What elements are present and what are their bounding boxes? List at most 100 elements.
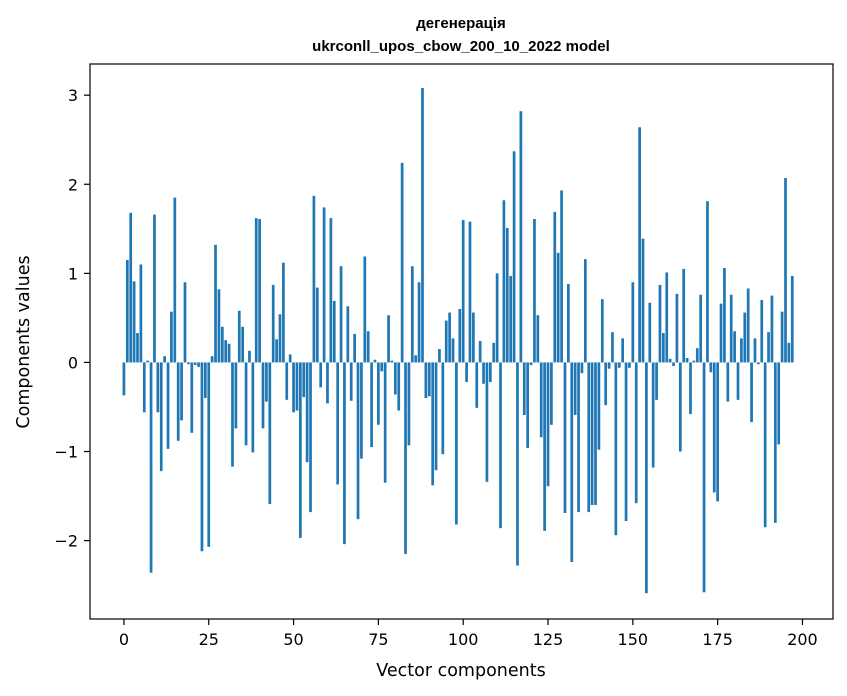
bar-29 — [220, 326, 224, 363]
bar-124 — [543, 362, 546, 531]
bar-85 — [410, 266, 414, 363]
bar-62 — [332, 300, 336, 363]
bar-1 — [125, 259, 129, 363]
bar-38 — [251, 362, 255, 453]
bar-94 — [441, 362, 445, 455]
bar-173 — [709, 362, 713, 373]
bar-16 — [176, 362, 180, 441]
bar-196 — [787, 342, 791, 363]
bar-12 — [163, 356, 166, 363]
bar-154 — [645, 362, 648, 594]
bar-3 — [132, 281, 136, 363]
bar-110 — [495, 273, 499, 363]
bar-96 — [448, 312, 451, 363]
x-tick-label: 25 — [199, 630, 219, 649]
bar-160 — [665, 272, 669, 363]
bar-60 — [326, 362, 329, 404]
bar-191 — [770, 295, 774, 363]
bar-69 — [356, 362, 360, 520]
bar-100 — [461, 219, 465, 363]
bar-30 — [224, 340, 228, 363]
bar-172 — [706, 201, 709, 363]
bar-133 — [573, 362, 577, 415]
bar-150 — [631, 282, 635, 363]
bar-8 — [149, 362, 153, 573]
bar-87 — [417, 282, 421, 363]
bar-80 — [393, 362, 397, 395]
bar-45 — [275, 339, 278, 363]
bar-157 — [655, 362, 658, 400]
bar-168 — [692, 360, 696, 363]
bar-43 — [268, 362, 272, 505]
bar-170 — [699, 294, 703, 363]
bar-140 — [597, 362, 601, 450]
bar-76 — [380, 362, 384, 372]
bar-26 — [210, 356, 214, 363]
bar-21 — [193, 362, 197, 366]
bar-55 — [309, 362, 312, 513]
bar-185 — [750, 362, 753, 423]
bar-32 — [231, 362, 234, 467]
bar-5 — [139, 264, 143, 363]
bar-149 — [628, 362, 631, 368]
y-axis-ticks: −2 −1 0 1 2 3 — [54, 86, 90, 551]
bar-54 — [305, 362, 309, 463]
bar-36 — [244, 362, 248, 446]
y-tick-label: 2 — [68, 175, 78, 194]
bar-131 — [567, 284, 570, 363]
x-tick-label: 200 — [787, 630, 818, 649]
bar-101 — [465, 362, 468, 383]
bar-66 — [346, 306, 350, 363]
bar-70 — [360, 362, 363, 459]
bar-197 — [790, 276, 794, 363]
x-tick-label: 100 — [448, 630, 479, 649]
bar-82 — [400, 162, 404, 363]
bar-37 — [248, 350, 251, 363]
bar-33 — [234, 362, 238, 429]
bar-77 — [383, 362, 387, 483]
bar-162 — [672, 362, 675, 366]
bar-192 — [773, 362, 777, 523]
bar-84 — [407, 362, 411, 446]
y-tick-label: 0 — [68, 353, 78, 372]
bar-107 — [485, 362, 489, 482]
bar-148 — [624, 362, 628, 521]
bar-161 — [668, 358, 672, 363]
bar-4 — [136, 333, 139, 363]
bar-159 — [662, 333, 665, 363]
y-tick-label: −1 — [54, 443, 78, 462]
bar-179 — [729, 294, 733, 363]
bar-22 — [197, 362, 200, 367]
bar-184 — [746, 288, 750, 363]
bar-24 — [203, 362, 207, 399]
bar-115 — [512, 151, 516, 363]
bar-111 — [499, 362, 502, 529]
bar-104 — [475, 362, 479, 408]
bar-113 — [505, 227, 509, 363]
bar-156 — [651, 362, 655, 468]
bar-195 — [784, 178, 787, 363]
bar-53 — [302, 362, 306, 398]
bar-59 — [322, 207, 326, 363]
bar-109 — [492, 342, 496, 363]
bar-155 — [648, 302, 652, 363]
bar-171 — [702, 362, 706, 593]
bar-143 — [607, 362, 611, 369]
bar-147 — [621, 338, 625, 363]
bar-86 — [414, 355, 418, 363]
bar-125 — [546, 362, 550, 487]
bar-174 — [712, 362, 716, 493]
y-tick-label: 1 — [68, 264, 78, 283]
x-axis-label: Vector components — [376, 661, 545, 681]
bar-175 — [716, 362, 719, 502]
bar-48 — [285, 362, 289, 400]
bar-13 — [166, 362, 170, 449]
bar-116 — [516, 362, 519, 566]
bar-89 — [424, 362, 428, 399]
bar-52 — [298, 362, 302, 538]
bar-31 — [227, 343, 231, 363]
plot-frame — [89, 63, 834, 620]
x-axis-ticks: 0 25 50 75 100 125 150 175 200 — [119, 619, 818, 649]
x-tick-label: 50 — [283, 630, 303, 649]
bar-88 — [421, 88, 424, 363]
